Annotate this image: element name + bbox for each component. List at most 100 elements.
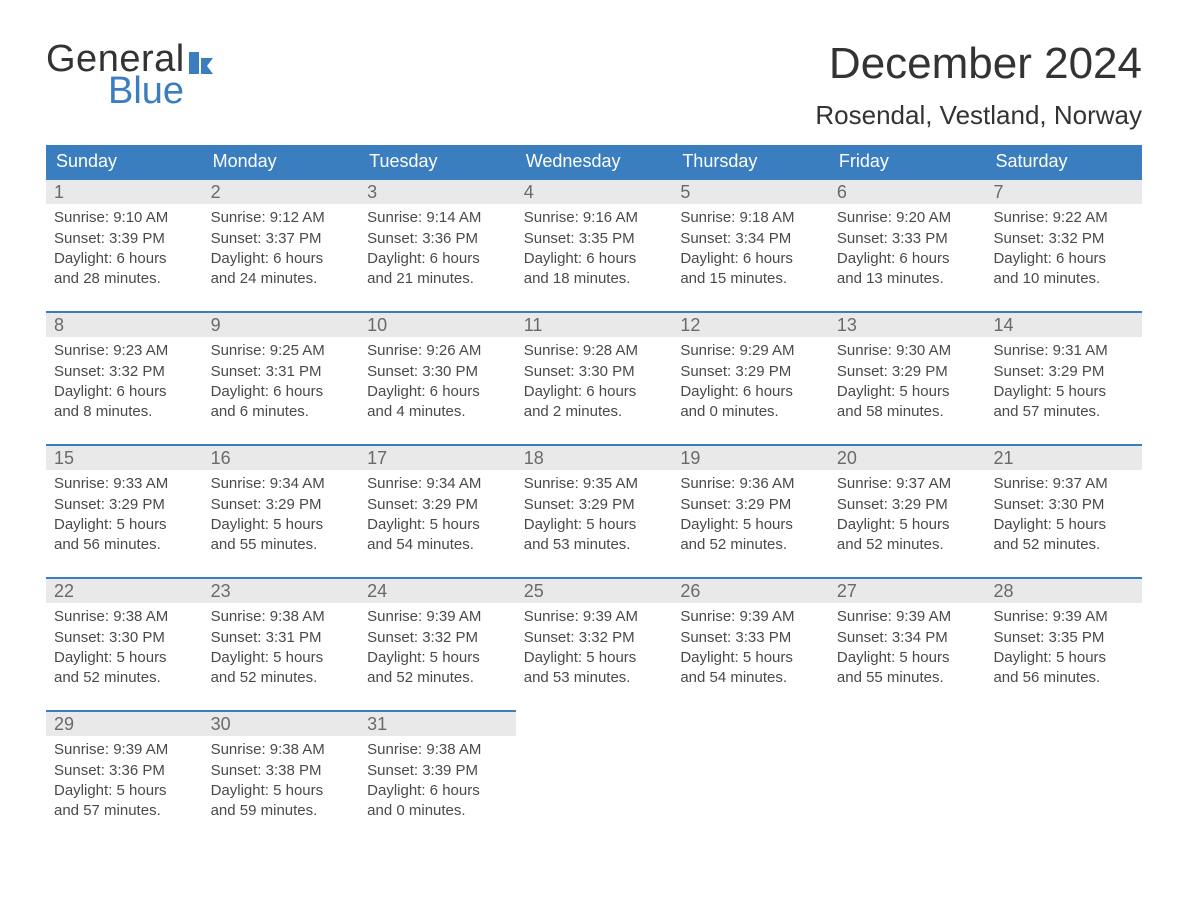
day-d2: and 0 minutes. xyxy=(680,402,821,422)
dow-header: Sunday xyxy=(46,145,203,178)
day-sunrise: Sunrise: 9:29 AM xyxy=(680,341,821,361)
day-sunset: Sunset: 3:32 PM xyxy=(993,229,1134,249)
day-sunrise: Sunrise: 9:26 AM xyxy=(367,341,508,361)
day-number: 3 xyxy=(359,178,516,204)
day-d1: Daylight: 6 hours xyxy=(837,249,978,269)
day-body: Sunrise: 9:33 AMSunset: 3:29 PMDaylight:… xyxy=(46,470,203,555)
day-d2: and 52 minutes. xyxy=(54,668,195,688)
day-cell xyxy=(672,710,829,821)
week-row: 1Sunrise: 9:10 AMSunset: 3:39 PMDaylight… xyxy=(46,178,1142,289)
day-sunset: Sunset: 3:36 PM xyxy=(54,761,195,781)
day-sunrise: Sunrise: 9:36 AM xyxy=(680,474,821,494)
day-sunrise: Sunrise: 9:28 AM xyxy=(524,341,665,361)
day-cell: 1Sunrise: 9:10 AMSunset: 3:39 PMDaylight… xyxy=(46,178,203,289)
day-cell: 7Sunrise: 9:22 AMSunset: 3:32 PMDaylight… xyxy=(985,178,1142,289)
day-d2: and 28 minutes. xyxy=(54,269,195,289)
day-sunrise: Sunrise: 9:34 AM xyxy=(211,474,352,494)
day-number: 24 xyxy=(359,577,516,603)
day-cell: 26Sunrise: 9:39 AMSunset: 3:33 PMDayligh… xyxy=(672,577,829,688)
week-row: 15Sunrise: 9:33 AMSunset: 3:29 PMDayligh… xyxy=(46,444,1142,555)
day-d1: Daylight: 5 hours xyxy=(837,515,978,535)
day-cell: 4Sunrise: 9:16 AMSunset: 3:35 PMDaylight… xyxy=(516,178,673,289)
dow-header: Monday xyxy=(203,145,360,178)
day-body: Sunrise: 9:18 AMSunset: 3:34 PMDaylight:… xyxy=(672,204,829,289)
day-cell: 31Sunrise: 9:38 AMSunset: 3:39 PMDayligh… xyxy=(359,710,516,821)
day-sunrise: Sunrise: 9:39 AM xyxy=(367,607,508,627)
day-sunrise: Sunrise: 9:39 AM xyxy=(837,607,978,627)
day-cell: 11Sunrise: 9:28 AMSunset: 3:30 PMDayligh… xyxy=(516,311,673,422)
day-d1: Daylight: 6 hours xyxy=(367,249,508,269)
day-cell: 15Sunrise: 9:33 AMSunset: 3:29 PMDayligh… xyxy=(46,444,203,555)
day-number: 14 xyxy=(985,311,1142,337)
day-body: Sunrise: 9:34 AMSunset: 3:29 PMDaylight:… xyxy=(203,470,360,555)
day-body: Sunrise: 9:37 AMSunset: 3:30 PMDaylight:… xyxy=(985,470,1142,555)
day-sunset: Sunset: 3:34 PM xyxy=(680,229,821,249)
day-sunrise: Sunrise: 9:33 AM xyxy=(54,474,195,494)
day-sunset: Sunset: 3:30 PM xyxy=(367,362,508,382)
day-d2: and 52 minutes. xyxy=(680,535,821,555)
day-sunset: Sunset: 3:32 PM xyxy=(524,628,665,648)
day-cell: 27Sunrise: 9:39 AMSunset: 3:34 PMDayligh… xyxy=(829,577,986,688)
day-sunrise: Sunrise: 9:39 AM xyxy=(54,740,195,760)
day-sunrise: Sunrise: 9:20 AM xyxy=(837,208,978,228)
day-cell: 6Sunrise: 9:20 AMSunset: 3:33 PMDaylight… xyxy=(829,178,986,289)
day-body: Sunrise: 9:25 AMSunset: 3:31 PMDaylight:… xyxy=(203,337,360,422)
day-d1: Daylight: 5 hours xyxy=(993,382,1134,402)
day-d2: and 21 minutes. xyxy=(367,269,508,289)
day-cell: 28Sunrise: 9:39 AMSunset: 3:35 PMDayligh… xyxy=(985,577,1142,688)
day-cell: 16Sunrise: 9:34 AMSunset: 3:29 PMDayligh… xyxy=(203,444,360,555)
day-d2: and 13 minutes. xyxy=(837,269,978,289)
day-number: 10 xyxy=(359,311,516,337)
day-cell: 17Sunrise: 9:34 AMSunset: 3:29 PMDayligh… xyxy=(359,444,516,555)
day-d2: and 18 minutes. xyxy=(524,269,665,289)
month-title: December 2024 xyxy=(815,40,1142,88)
day-number: 12 xyxy=(672,311,829,337)
day-sunrise: Sunrise: 9:38 AM xyxy=(211,607,352,627)
day-d1: Daylight: 5 hours xyxy=(54,648,195,668)
day-d2: and 53 minutes. xyxy=(524,535,665,555)
day-d1: Daylight: 6 hours xyxy=(680,382,821,402)
day-sunrise: Sunrise: 9:22 AM xyxy=(993,208,1134,228)
day-number: 30 xyxy=(203,710,360,736)
day-cell xyxy=(829,710,986,821)
day-sunset: Sunset: 3:29 PM xyxy=(993,362,1134,382)
day-number: 1 xyxy=(46,178,203,204)
day-d1: Daylight: 5 hours xyxy=(837,648,978,668)
day-sunset: Sunset: 3:34 PM xyxy=(837,628,978,648)
day-d1: Daylight: 5 hours xyxy=(211,781,352,801)
day-body: Sunrise: 9:38 AMSunset: 3:30 PMDaylight:… xyxy=(46,603,203,688)
day-number: 23 xyxy=(203,577,360,603)
day-sunrise: Sunrise: 9:30 AM xyxy=(837,341,978,361)
title-block: December 2024 Rosendal, Vestland, Norway xyxy=(815,40,1142,131)
day-d1: Daylight: 5 hours xyxy=(211,515,352,535)
day-cell: 24Sunrise: 9:39 AMSunset: 3:32 PMDayligh… xyxy=(359,577,516,688)
day-d1: Daylight: 5 hours xyxy=(367,648,508,668)
day-sunrise: Sunrise: 9:39 AM xyxy=(993,607,1134,627)
day-d2: and 6 minutes. xyxy=(211,402,352,422)
day-d2: and 52 minutes. xyxy=(367,668,508,688)
day-sunrise: Sunrise: 9:14 AM xyxy=(367,208,508,228)
day-number: 21 xyxy=(985,444,1142,470)
day-body: Sunrise: 9:12 AMSunset: 3:37 PMDaylight:… xyxy=(203,204,360,289)
week-row: 22Sunrise: 9:38 AMSunset: 3:30 PMDayligh… xyxy=(46,577,1142,688)
day-cell: 10Sunrise: 9:26 AMSunset: 3:30 PMDayligh… xyxy=(359,311,516,422)
day-number: 8 xyxy=(46,311,203,337)
day-number: 25 xyxy=(516,577,673,603)
day-number: 19 xyxy=(672,444,829,470)
dow-header: Wednesday xyxy=(516,145,673,178)
day-d2: and 56 minutes. xyxy=(993,668,1134,688)
location: Rosendal, Vestland, Norway xyxy=(815,100,1142,131)
day-d1: Daylight: 5 hours xyxy=(211,648,352,668)
day-sunrise: Sunrise: 9:38 AM xyxy=(211,740,352,760)
day-body: Sunrise: 9:39 AMSunset: 3:32 PMDaylight:… xyxy=(516,603,673,688)
day-d1: Daylight: 5 hours xyxy=(993,648,1134,668)
day-d2: and 52 minutes. xyxy=(211,668,352,688)
day-d2: and 55 minutes. xyxy=(211,535,352,555)
day-sunrise: Sunrise: 9:35 AM xyxy=(524,474,665,494)
day-cell: 25Sunrise: 9:39 AMSunset: 3:32 PMDayligh… xyxy=(516,577,673,688)
day-body: Sunrise: 9:14 AMSunset: 3:36 PMDaylight:… xyxy=(359,204,516,289)
day-d2: and 10 minutes. xyxy=(993,269,1134,289)
day-d2: and 59 minutes. xyxy=(211,801,352,821)
day-sunrise: Sunrise: 9:38 AM xyxy=(367,740,508,760)
day-d1: Daylight: 5 hours xyxy=(837,382,978,402)
